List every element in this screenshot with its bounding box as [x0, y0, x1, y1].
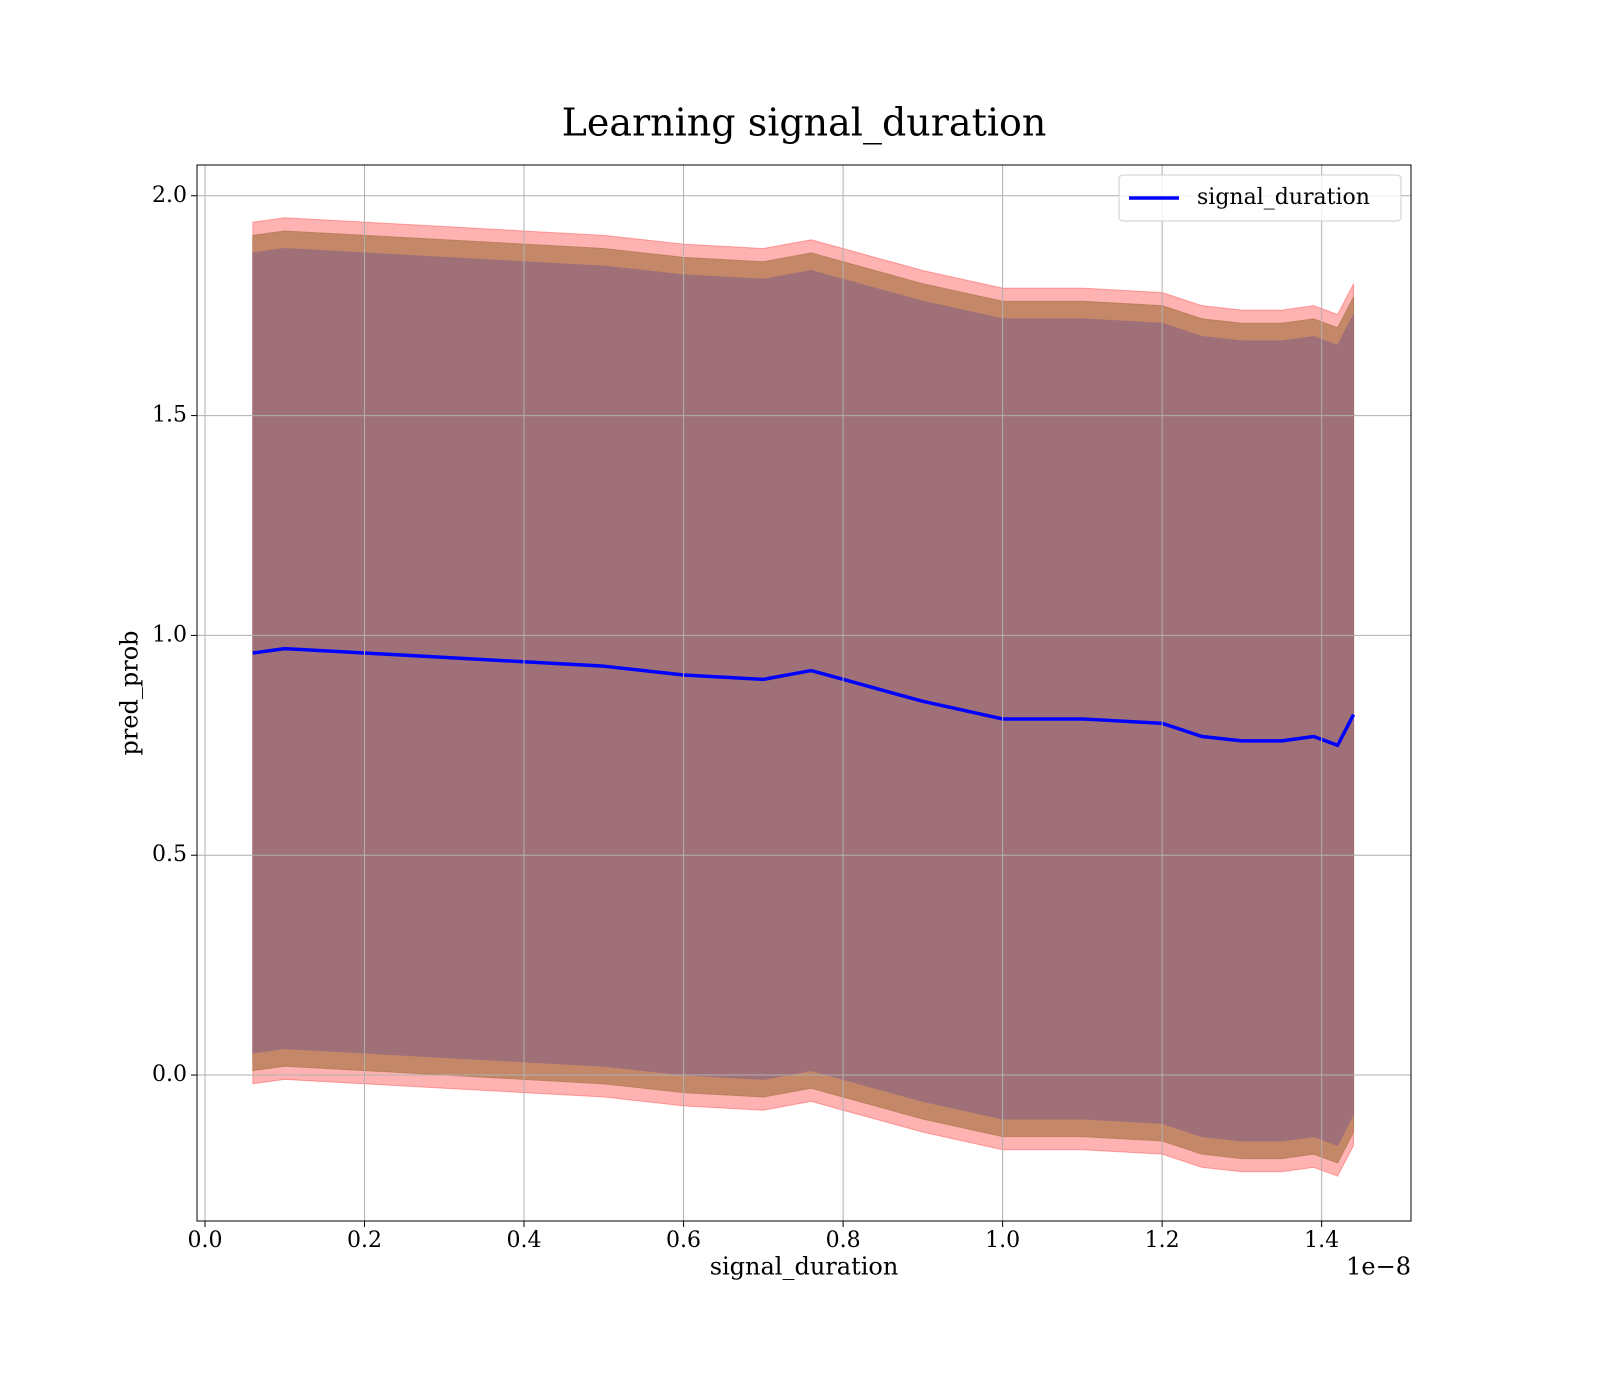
x-tick-label: 0.4 — [507, 1228, 542, 1253]
y-tick-label: 0.0 — [152, 1062, 187, 1087]
y-tick-label: 1.5 — [152, 403, 187, 428]
x-tick-label: 0.2 — [347, 1228, 382, 1253]
x-tick-label: 0.0 — [187, 1228, 222, 1253]
line — [252, 646, 1356, 748]
x-tick-label: 0.8 — [826, 1228, 861, 1253]
x-tick-label: 1.2 — [1145, 1228, 1180, 1253]
x-axis-label: signal_duration — [710, 1253, 899, 1281]
x-tick-label: 0.6 — [666, 1228, 701, 1253]
y-tick-label: 0.5 — [152, 842, 187, 867]
y-axis-label: pred_prob — [116, 630, 144, 755]
y-tick-label: 1.0 — [152, 622, 187, 647]
y-tick-label: 2.0 — [152, 183, 187, 208]
legend-label: signal_duration — [1197, 185, 1370, 210]
x-offset-label: 1e−8 — [1346, 1253, 1411, 1281]
chart-title: Learning signal_duration — [562, 101, 1047, 146]
plot-frame — [196, 164, 1412, 1222]
x-tick-label: 1.0 — [985, 1228, 1020, 1253]
legend-box — [1118, 174, 1402, 222]
x-tick-label: 1.4 — [1304, 1228, 1339, 1253]
confidence-band — [252, 248, 1355, 1147]
